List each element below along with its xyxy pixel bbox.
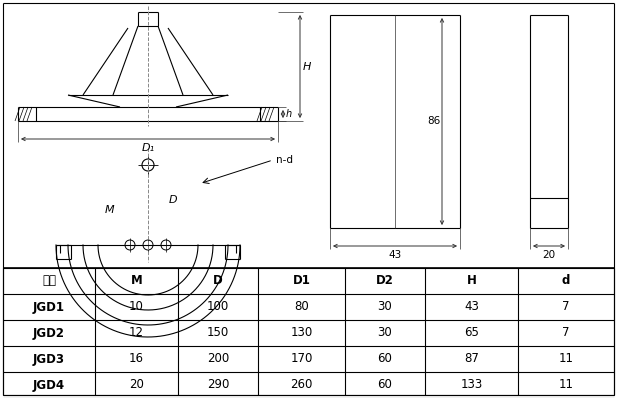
Text: n-d: n-d — [276, 155, 293, 165]
Text: 11: 11 — [558, 353, 573, 365]
Text: D: D — [213, 275, 223, 287]
Text: 43: 43 — [388, 250, 402, 260]
Text: JGD2: JGD2 — [33, 326, 65, 339]
Text: 型号: 型号 — [42, 275, 56, 287]
Text: JGD1: JGD1 — [33, 300, 65, 314]
Text: 170: 170 — [291, 353, 313, 365]
Text: 11: 11 — [558, 378, 573, 392]
Text: 290: 290 — [207, 378, 229, 392]
Text: 150: 150 — [207, 326, 229, 339]
Text: d: d — [562, 275, 570, 287]
Text: 80: 80 — [294, 300, 309, 314]
Text: D₁: D₁ — [141, 143, 155, 153]
Text: 87: 87 — [464, 353, 479, 365]
Text: 130: 130 — [291, 326, 313, 339]
Text: 100: 100 — [207, 300, 229, 314]
Text: JGD3: JGD3 — [33, 353, 65, 365]
Text: 60: 60 — [378, 378, 392, 392]
Text: H: H — [303, 62, 311, 72]
Text: 20: 20 — [129, 378, 144, 392]
Text: 7: 7 — [562, 300, 569, 314]
Text: 133: 133 — [460, 378, 482, 392]
Text: 260: 260 — [291, 378, 313, 392]
Text: 10: 10 — [129, 300, 144, 314]
Text: 20: 20 — [542, 250, 555, 260]
Text: 16: 16 — [129, 353, 144, 365]
Text: D1: D1 — [292, 275, 310, 287]
Text: h: h — [286, 109, 292, 119]
Text: 200: 200 — [207, 353, 229, 365]
Text: M: M — [105, 205, 115, 215]
Text: 43: 43 — [464, 300, 479, 314]
Text: JGD4: JGD4 — [33, 378, 65, 392]
Text: H: H — [466, 275, 476, 287]
Text: 86: 86 — [428, 117, 441, 127]
Text: 7: 7 — [562, 326, 569, 339]
Text: D: D — [168, 195, 177, 205]
Text: 60: 60 — [378, 353, 392, 365]
Text: 12: 12 — [129, 326, 144, 339]
Text: D2: D2 — [376, 275, 394, 287]
Text: 65: 65 — [464, 326, 479, 339]
Text: M: M — [131, 275, 143, 287]
Text: 30: 30 — [378, 300, 392, 314]
Text: 30: 30 — [378, 326, 392, 339]
